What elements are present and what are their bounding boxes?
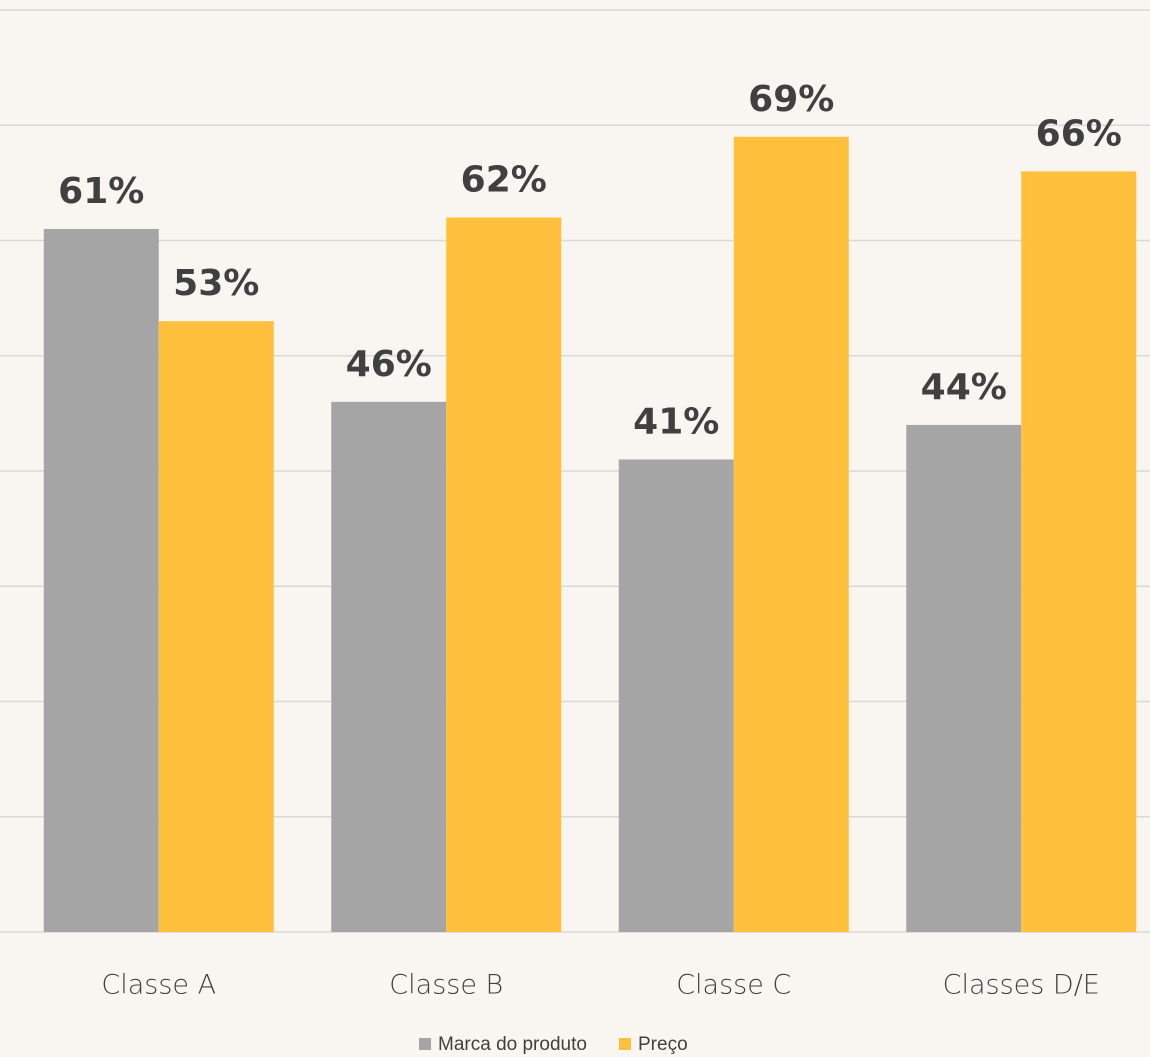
- data-label: 69%: [748, 79, 834, 120]
- bar: [446, 217, 562, 932]
- x-tick-label: Classe A: [101, 970, 216, 1001]
- bar: [331, 401, 447, 933]
- bar: [618, 459, 734, 932]
- data-label: 44%: [921, 367, 1007, 408]
- legend-swatch: [619, 1038, 631, 1050]
- bar: [1021, 171, 1137, 933]
- data-label: 66%: [1036, 113, 1122, 154]
- data-label: 53%: [173, 263, 259, 304]
- legend-swatch: [419, 1038, 431, 1050]
- data-label: 46%: [346, 344, 432, 385]
- x-tick-label: Classe C: [676, 970, 791, 1001]
- legend-label: Preço: [638, 1034, 688, 1055]
- data-label: 62%: [461, 159, 547, 200]
- x-tick-label: Classe B: [389, 970, 503, 1001]
- bar: [906, 424, 1022, 932]
- bar: [158, 321, 274, 932]
- bar: [733, 136, 849, 932]
- x-tick-label: Classes D/E: [943, 970, 1100, 1001]
- bar: [43, 228, 159, 933]
- data-label: 61%: [58, 171, 144, 212]
- data-label: 41%: [633, 401, 719, 442]
- legend-label: Marca do produto: [438, 1034, 587, 1055]
